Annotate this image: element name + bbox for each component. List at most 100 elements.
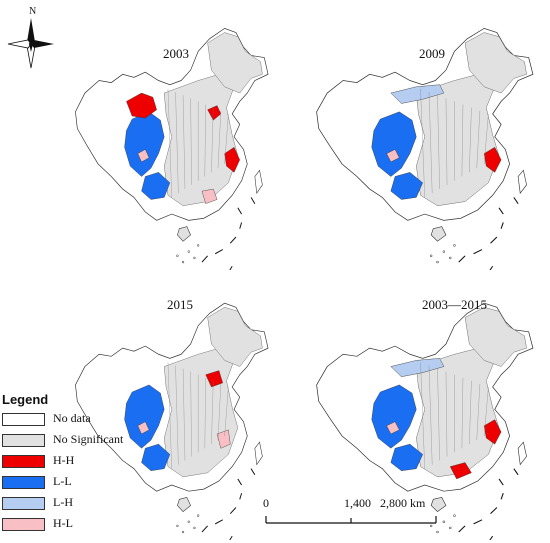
region-north-lh	[390, 84, 445, 104]
island-dot	[442, 250, 446, 253]
nine-dash-line-segment	[250, 468, 256, 476]
taiwan-island	[517, 441, 527, 466]
nine-dash-line-segment	[214, 519, 223, 525]
legend-item-hl: H-L	[2, 516, 192, 533]
island-dot	[193, 256, 196, 260]
legend-label: No Significant	[53, 432, 124, 446]
boundary-line	[190, 98, 192, 185]
boundary-line	[420, 88, 425, 198]
nine-dash-line-segment	[498, 207, 504, 215]
boundary-line	[217, 110, 221, 169]
nine-dash-line-segment	[229, 265, 233, 270]
boundary-line	[476, 383, 481, 441]
region-southeast-hl	[201, 188, 218, 204]
legend-swatch	[2, 476, 45, 489]
boundary-line	[420, 362, 425, 469]
nine-dash-line-segment	[229, 535, 233, 540]
island-dot	[429, 254, 433, 258]
region-hl	[386, 421, 400, 435]
nine-dash-line-segment	[513, 197, 519, 204]
nine-dash-line-segment	[490, 236, 498, 244]
boundary-line	[211, 380, 214, 445]
nine-dash-line-segment	[229, 236, 237, 244]
region-hl	[386, 149, 400, 163]
nine-dash-line-segment	[214, 249, 223, 255]
boundary-line	[483, 386, 489, 437]
legend-item-no-significant: No Significant	[2, 432, 192, 449]
scale-bar-line	[265, 516, 437, 524]
region-north-central-hh	[207, 105, 222, 121]
boundary-line	[469, 380, 472, 445]
region-ll-south	[141, 172, 171, 200]
nine-dash-line-segment	[489, 265, 494, 270]
north-label: N	[29, 6, 37, 17]
island-dot	[449, 256, 452, 260]
boundary-line	[190, 371, 192, 457]
region-south-hh	[449, 462, 472, 480]
map-panel-2015	[60, 275, 275, 540]
legend-label: L-L	[53, 474, 72, 488]
region-ll	[371, 384, 417, 449]
legend-swatch	[2, 455, 45, 468]
region-no-significant-northeast	[207, 32, 263, 94]
map-svg	[316, 302, 534, 540]
legend-item-no-data: No data	[2, 411, 192, 428]
legend-title: Legend	[2, 392, 49, 407]
nine-dash-line-segment	[500, 493, 504, 500]
island-dot	[187, 520, 190, 524]
hainan-island	[177, 496, 191, 513]
island-dot	[442, 520, 446, 524]
boundary-line	[167, 88, 172, 198]
nine-dash-line-segment	[490, 507, 498, 515]
nine-dash-line-segment	[229, 507, 237, 515]
nine-dash-line-segment	[250, 197, 256, 204]
legend-swatch	[2, 413, 45, 426]
boundary-line	[437, 368, 440, 461]
island-dot	[176, 524, 179, 528]
map-panel-2009	[300, 0, 540, 270]
scale-label-2800: 2,800 km	[380, 496, 426, 510]
boundary-line	[211, 107, 214, 173]
nine-dash-line-segment	[458, 525, 466, 533]
legend-swatch	[2, 497, 45, 510]
region-ll-south	[390, 443, 423, 471]
boundary-line	[476, 110, 481, 169]
nine-dash-line-segment	[237, 207, 243, 215]
region-north-hh	[205, 370, 223, 388]
island-dot	[453, 514, 456, 517]
scale-label-0: 0	[263, 496, 269, 510]
boundary-line	[224, 386, 229, 437]
boundary-line	[483, 113, 489, 165]
scale-bar: 0 1,400 2,800 km	[250, 496, 490, 532]
nine-dash-line-segment	[201, 255, 208, 263]
boundary-line	[428, 91, 433, 194]
island-dot	[429, 524, 433, 528]
hainan-island	[430, 226, 447, 242]
panel-title-2003: 2003	[163, 46, 189, 61]
island-dot	[197, 514, 200, 517]
boundary-line	[461, 104, 464, 177]
nine-dash-line-segment	[239, 222, 243, 229]
region-ll	[371, 111, 417, 177]
region-east-hh	[483, 419, 502, 445]
nine-dash-line-segment	[458, 255, 466, 263]
region-no-significant-northeast	[464, 307, 527, 367]
legend-item-hh: H-H	[2, 453, 192, 470]
region-northwest-hh	[126, 92, 157, 119]
boundary-line	[461, 377, 464, 449]
legend-label: H-H	[53, 453, 75, 467]
island-dot	[181, 260, 185, 264]
island-dot	[197, 244, 200, 247]
map-svg	[316, 27, 534, 270]
island-dot	[449, 526, 452, 530]
panel-title-2009: 2009	[419, 46, 445, 61]
boundary-line	[175, 365, 179, 465]
nine-dash-line-segment	[500, 222, 504, 229]
region-east-hh	[224, 147, 240, 173]
nine-dash-line-segment	[473, 519, 483, 525]
legend-swatch	[2, 434, 45, 447]
island-dot	[436, 260, 439, 264]
taiwan-island	[517, 169, 527, 195]
nine-dash-line-segment	[513, 468, 519, 476]
island-dot	[181, 530, 185, 534]
